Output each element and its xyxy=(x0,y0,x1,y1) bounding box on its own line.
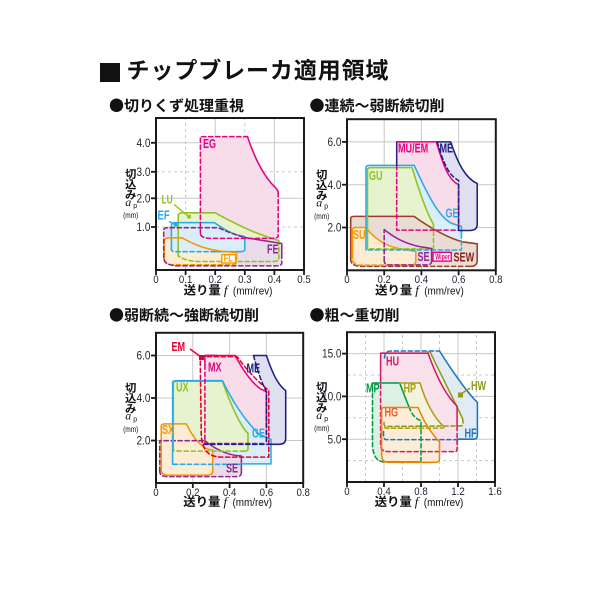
svg-text:EF: EF xyxy=(158,209,170,223)
svg-text:SEW: SEW xyxy=(454,251,475,265)
svg-text:4.0: 4.0 xyxy=(328,179,342,192)
svg-text:0.6: 0.6 xyxy=(260,486,274,499)
svg-text:SE: SE xyxy=(226,462,238,476)
svg-text:a: a xyxy=(125,195,131,209)
svg-text:ME: ME xyxy=(247,362,261,376)
svg-text:MX: MX xyxy=(208,361,222,375)
svg-text:HU: HU xyxy=(386,355,399,369)
svg-text:2.0: 2.0 xyxy=(137,435,151,448)
svg-text:a: a xyxy=(125,409,131,423)
svg-text:0: 0 xyxy=(153,486,158,499)
svg-text:HP: HP xyxy=(404,382,417,396)
svg-text:2.0: 2.0 xyxy=(328,222,342,235)
svg-text:SU: SU xyxy=(353,229,366,243)
svg-text:1.0: 1.0 xyxy=(137,221,151,234)
svg-text:6.0: 6.0 xyxy=(328,136,342,149)
svg-text:0: 0 xyxy=(344,485,349,498)
svg-text:0: 0 xyxy=(344,274,349,287)
svg-text:15.0: 15.0 xyxy=(322,348,342,361)
svg-text:p: p xyxy=(324,416,328,423)
svg-text:SE: SE xyxy=(418,251,430,265)
svg-text:0.6: 0.6 xyxy=(452,274,466,287)
svg-text:0: 0 xyxy=(153,273,158,286)
svg-text:f: f xyxy=(415,494,421,509)
svg-text:ME: ME xyxy=(440,142,454,156)
svg-text:0.2: 0.2 xyxy=(208,273,222,286)
svg-text:p: p xyxy=(324,204,328,211)
svg-text:FE: FE xyxy=(267,243,279,257)
svg-text:LU: LU xyxy=(162,194,173,207)
svg-text:(mm/rev): (mm/rev) xyxy=(233,498,273,510)
svg-text:0.2: 0.2 xyxy=(377,274,391,287)
svg-text:4.0: 4.0 xyxy=(137,137,151,150)
svg-text:HW: HW xyxy=(471,380,487,394)
svg-text:1.2: 1.2 xyxy=(451,485,465,498)
svg-text:p: p xyxy=(133,417,137,424)
svg-text:FL: FL xyxy=(224,253,233,264)
svg-text:a: a xyxy=(316,408,322,422)
svg-text:0.4: 0.4 xyxy=(415,274,429,287)
svg-text:0.4: 0.4 xyxy=(268,273,282,286)
svg-text:0.1: 0.1 xyxy=(179,273,193,286)
svg-text:0.3: 0.3 xyxy=(238,273,252,286)
svg-text:UX: UX xyxy=(176,381,189,395)
svg-text:0.8: 0.8 xyxy=(489,274,503,287)
svg-text:1.6: 1.6 xyxy=(488,485,502,498)
svg-text:SX: SX xyxy=(162,424,175,438)
svg-text:GU: GU xyxy=(369,170,383,184)
svg-text:f: f xyxy=(224,494,230,509)
svg-text:0.4: 0.4 xyxy=(377,485,391,498)
svg-text:(mm): (mm) xyxy=(314,423,329,433)
svg-text:3.0: 3.0 xyxy=(137,166,151,179)
svg-text:2.0: 2.0 xyxy=(137,193,151,206)
svg-text:(mm): (mm) xyxy=(123,210,138,220)
svg-text:MU/EM: MU/EM xyxy=(398,142,428,156)
svg-text:f: f xyxy=(224,283,230,298)
svg-text:a: a xyxy=(316,196,322,210)
svg-text:p: p xyxy=(133,203,137,210)
svg-text:4.0: 4.0 xyxy=(137,392,151,405)
svg-text:HF: HF xyxy=(465,427,477,441)
svg-text:(mm/rev): (mm/rev) xyxy=(424,286,464,298)
svg-text:(mm): (mm) xyxy=(314,211,329,221)
svg-text:EM: EM xyxy=(172,341,186,355)
svg-text:6.0: 6.0 xyxy=(137,350,151,363)
svg-text:5.0: 5.0 xyxy=(328,434,342,447)
svg-text:10.0: 10.0 xyxy=(322,391,342,404)
svg-text:0.8: 0.8 xyxy=(296,486,310,499)
svg-text:(mm/rev): (mm/rev) xyxy=(424,498,464,510)
svg-text:EG: EG xyxy=(203,138,216,152)
svg-text:0.8: 0.8 xyxy=(414,485,428,498)
svg-text:HG: HG xyxy=(385,406,399,420)
svg-text:GE: GE xyxy=(446,207,459,221)
svg-text:GE: GE xyxy=(252,427,265,441)
svg-text:(mm): (mm) xyxy=(123,424,138,434)
svg-text:0.4: 0.4 xyxy=(223,486,237,499)
svg-text:0.5: 0.5 xyxy=(297,273,311,286)
svg-text:(mm/rev): (mm/rev) xyxy=(233,286,273,298)
svg-text:Wiper: Wiper xyxy=(435,254,450,262)
svg-text:MP: MP xyxy=(366,382,380,396)
svg-text:f: f xyxy=(415,283,421,298)
